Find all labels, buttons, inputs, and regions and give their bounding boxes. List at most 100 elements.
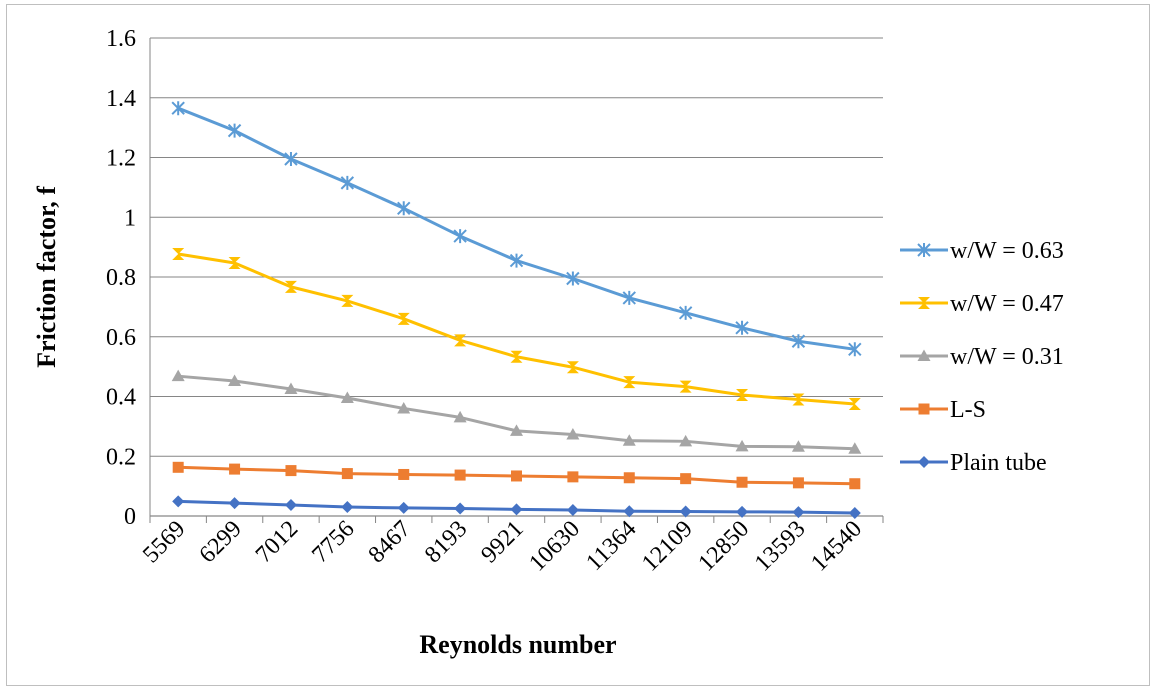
legend-swatch-marker (918, 456, 930, 468)
data-point (680, 473, 692, 485)
legend-item: w/W = 0.47 (900, 291, 1064, 317)
x-tick-label: 8467 (364, 516, 416, 568)
y-tick-label: 1.4 (106, 86, 136, 112)
series-line (178, 374, 855, 451)
legend-swatch-marker (918, 297, 930, 309)
x-tick-label: 12850 (693, 516, 754, 577)
x-tick-label: 9921 (476, 516, 528, 568)
x-tick-label: 10630 (524, 516, 585, 577)
data-point (791, 440, 805, 452)
data-point (679, 380, 692, 393)
series-w-w-0-31 (171, 369, 862, 454)
series-plain-tube (172, 495, 861, 520)
data-point (511, 470, 522, 482)
y-tick-label: 0.6 (106, 325, 136, 351)
data-point (454, 469, 466, 481)
legend-label: L-S (950, 397, 986, 423)
series-l-s (172, 461, 861, 490)
data-point (171, 101, 185, 116)
y-tick-label: 1 (124, 205, 136, 231)
legend-item: w/W = 0.31 (900, 344, 1064, 370)
x-tick-labels: 5569 6299 7012 7756 8467 8193 9921106301136412… (138, 516, 867, 577)
x-tick-label: 14540 (806, 516, 867, 577)
data-point (736, 476, 748, 488)
data-point (398, 468, 410, 480)
legend-label: Plain tube (950, 450, 1047, 476)
data-point (341, 294, 354, 307)
data-point (397, 501, 410, 514)
y-axis-title: Friction factor, f (32, 186, 61, 368)
series-w-w-0-47 (172, 247, 861, 410)
x-tick-label: 13593 (750, 516, 811, 577)
data-point (229, 463, 241, 475)
data-point (397, 401, 411, 414)
data-point (397, 201, 411, 216)
data-point (341, 501, 354, 514)
data-point (735, 439, 749, 452)
data-point (454, 502, 467, 515)
data-point (340, 175, 355, 190)
data-point (679, 505, 692, 518)
data-point (510, 503, 523, 516)
data-point (453, 410, 467, 423)
data-point (171, 369, 185, 382)
data-point (228, 497, 241, 510)
data-point (285, 465, 297, 477)
x-tick-label: 7756 (307, 516, 359, 568)
series-w-w-0-63 (171, 101, 862, 357)
data-point (510, 424, 523, 436)
data-point (567, 471, 579, 483)
legend-label: w/W = 0.63 (950, 238, 1064, 264)
x-tick-label: 12109 (637, 516, 698, 577)
y-tick-label: 0.4 (106, 385, 136, 411)
data-point (566, 427, 580, 440)
data-point (509, 253, 524, 268)
data-point (397, 312, 410, 325)
data-point (566, 361, 579, 374)
y-tick-label: 0.8 (106, 265, 136, 291)
data-point (792, 477, 804, 489)
data-point (228, 256, 241, 269)
data-point (848, 342, 862, 357)
x-axis-title: Reynolds number (419, 630, 616, 659)
y-tick-label: 0.2 (106, 444, 136, 470)
data-point (848, 397, 861, 410)
y-tick-label: 1.6 (106, 26, 136, 52)
data-point (622, 434, 636, 446)
data-point (623, 505, 636, 518)
data-point (341, 468, 353, 480)
data-point (284, 151, 298, 166)
series-line (177, 106, 856, 351)
data-point (848, 507, 861, 520)
x-tick-label: 11364 (581, 516, 641, 576)
x-tick-label: 8193 (420, 516, 472, 568)
series-lines (171, 101, 862, 520)
legend: w/W = 0.63 w/W = 0.47 w/W = 0.31 L-S Plain t… (900, 238, 1064, 476)
legend-item: Plain tube (900, 450, 1047, 476)
data-point (228, 374, 242, 386)
axes (149, 38, 884, 523)
data-point (172, 495, 185, 508)
data-point (792, 393, 805, 406)
data-point (735, 320, 749, 335)
x-tick-label: 5569 (138, 516, 190, 568)
data-point (623, 376, 636, 389)
data-point (566, 271, 580, 286)
data-point (848, 442, 862, 454)
x-tick-label: 6299 (194, 516, 246, 568)
data-point (566, 504, 579, 517)
data-point (453, 229, 467, 244)
data-point (792, 506, 805, 519)
y-tick-labels: 0 0.2 0.4 0.6 0.8 1 1.2 1.4 1.6 (106, 26, 136, 530)
data-point (340, 391, 354, 403)
y-tick-label: 1.2 (106, 146, 136, 172)
x-tick-label: 7012 (251, 516, 303, 568)
gridlines (150, 37, 883, 457)
legend-label: w/W = 0.31 (950, 344, 1064, 370)
legend-item: L-S (900, 397, 986, 423)
chart-frame (6, 4, 1150, 686)
series-line (177, 252, 855, 406)
data-point (678, 305, 693, 320)
data-point (791, 334, 806, 349)
